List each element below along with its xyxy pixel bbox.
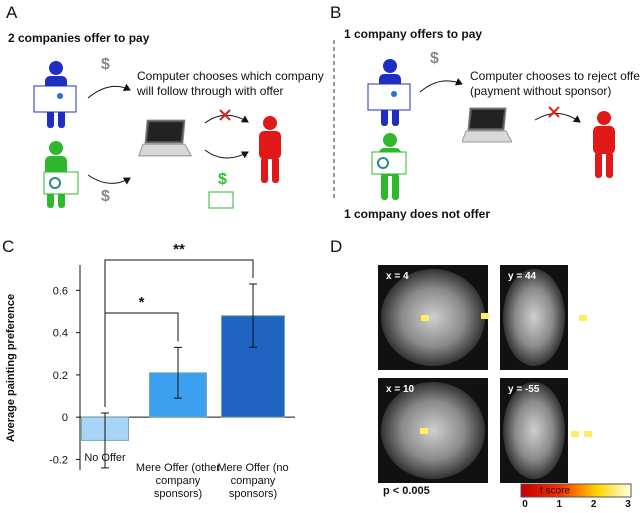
error-bar [101, 412, 109, 469]
arrow [419, 78, 463, 93]
brain-tissue [381, 269, 485, 366]
panel-label: D [330, 237, 342, 256]
reject-mark [548, 106, 560, 118]
dollar-sign: $ [101, 188, 110, 205]
company-sign [208, 191, 234, 209]
colorbar [520, 483, 632, 498]
caption: Computer chooses to reject offer [470, 69, 640, 83]
colorbar-tick-label: 1 [557, 499, 563, 508]
colorbar-tick-label: 3 [625, 499, 631, 508]
dollar-sign: $ [101, 56, 110, 73]
x-tick-label: Mere Offer (no company sponsors) [217, 462, 289, 500]
caption: will follow through with offer [136, 84, 284, 98]
threshold: p < 0.005 [383, 485, 430, 497]
caption: (payment without sponsor) [470, 84, 611, 98]
laptop [462, 107, 512, 143]
y-tick-label: 0.6 [53, 285, 68, 297]
brain-tissue [503, 269, 565, 366]
brain-tissue [381, 382, 485, 479]
significance-label: * [139, 294, 145, 311]
significance-bracket [104, 259, 254, 407]
caption: Computer chooses which company [137, 69, 324, 83]
logo [391, 91, 397, 97]
panel-label: C [2, 237, 14, 256]
panel-heading: 2 companies offer to pay [8, 31, 150, 45]
reject-mark [219, 109, 231, 121]
error-bar [174, 346, 182, 399]
laptop [138, 119, 192, 157]
colorbar-label: t score [540, 486, 570, 497]
brain-slices: x = 4 y = 44 x = 10 y = -55 [378, 265, 592, 483]
y-axis-label: Average painting preference [5, 294, 17, 442]
panel-label: A [6, 3, 18, 22]
slice-label: x = 10 [386, 384, 415, 395]
x-tick-label: No Offer [84, 452, 126, 464]
slice-label: x = 4 [386, 271, 409, 282]
activation [420, 428, 428, 434]
arrow [87, 83, 131, 99]
logo [49, 177, 61, 189]
activation [421, 315, 429, 321]
logo [377, 157, 389, 169]
dollar-sign: $ [218, 171, 227, 188]
activation [481, 313, 489, 319]
activation [584, 431, 592, 437]
arrow [534, 113, 581, 123]
person-icon [259, 116, 281, 183]
slice-label: y = -55 [508, 384, 540, 395]
panel-heading: 1 company offers to pay [344, 27, 482, 41]
significance-label: ** [173, 241, 185, 258]
dollar-sign: $ [430, 50, 439, 67]
y-tick-label: 0 [62, 412, 68, 424]
brain-tissue [503, 382, 565, 479]
y-tick-label: 0.2 [53, 370, 68, 382]
colorbar-tick-label: 0 [522, 499, 528, 508]
logo [57, 93, 63, 99]
person-icon [593, 111, 615, 178]
colorbar-tick-label: 2 [591, 499, 597, 508]
arrow [87, 174, 131, 185]
panel-label: B [330, 3, 341, 22]
y-tick-label: -0.2 [49, 454, 68, 466]
activation [579, 315, 587, 321]
error-bar [249, 283, 257, 348]
x-tick-label: Mere Offer (other company sponsors) [135, 462, 221, 500]
activation [571, 431, 579, 437]
arrow [204, 149, 249, 159]
company-sign [367, 83, 411, 111]
panel-footer: 1 company does not offer [344, 207, 490, 221]
company-sign [33, 85, 77, 113]
y-tick-label: 0.4 [53, 328, 68, 340]
slice-label: y = 44 [508, 271, 537, 282]
